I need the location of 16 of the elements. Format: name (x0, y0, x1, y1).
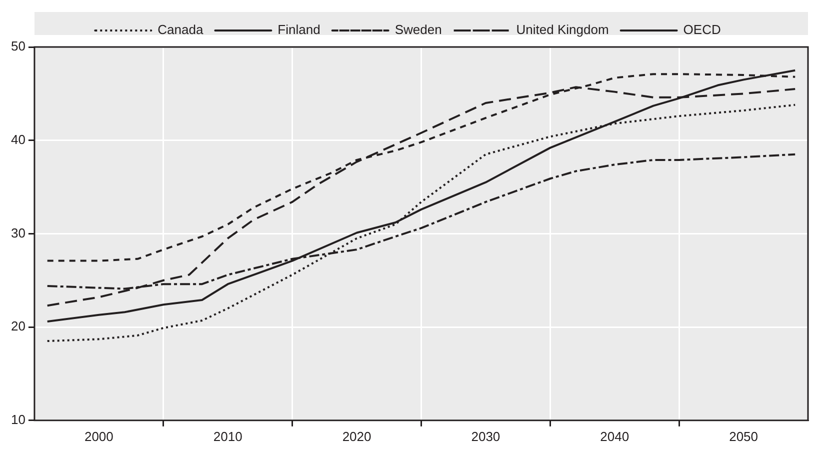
legend-label: Finland (278, 22, 320, 38)
y-tick-label: 50 (10, 38, 26, 54)
y-tick-label: 30 (10, 225, 26, 240)
legend-label: OECD (683, 22, 721, 38)
x-tick-label: 2000 (84, 428, 114, 444)
x-tick-label: 2030 (471, 428, 500, 444)
legend-label: Sweden (394, 22, 442, 38)
x-tick-label: 2040 (600, 428, 630, 444)
x-tick-label: 2050 (729, 428, 758, 444)
legend-label: Canada (158, 22, 204, 38)
x-tick-label: 2010 (213, 428, 242, 444)
legend-label: United Kingdom (516, 22, 609, 38)
y-tick-label: 10 (10, 412, 26, 427)
x-tick-label: 2020 (342, 428, 372, 444)
y-tick-label: 20 (10, 318, 26, 334)
y-tick-label: 40 (10, 132, 26, 147)
